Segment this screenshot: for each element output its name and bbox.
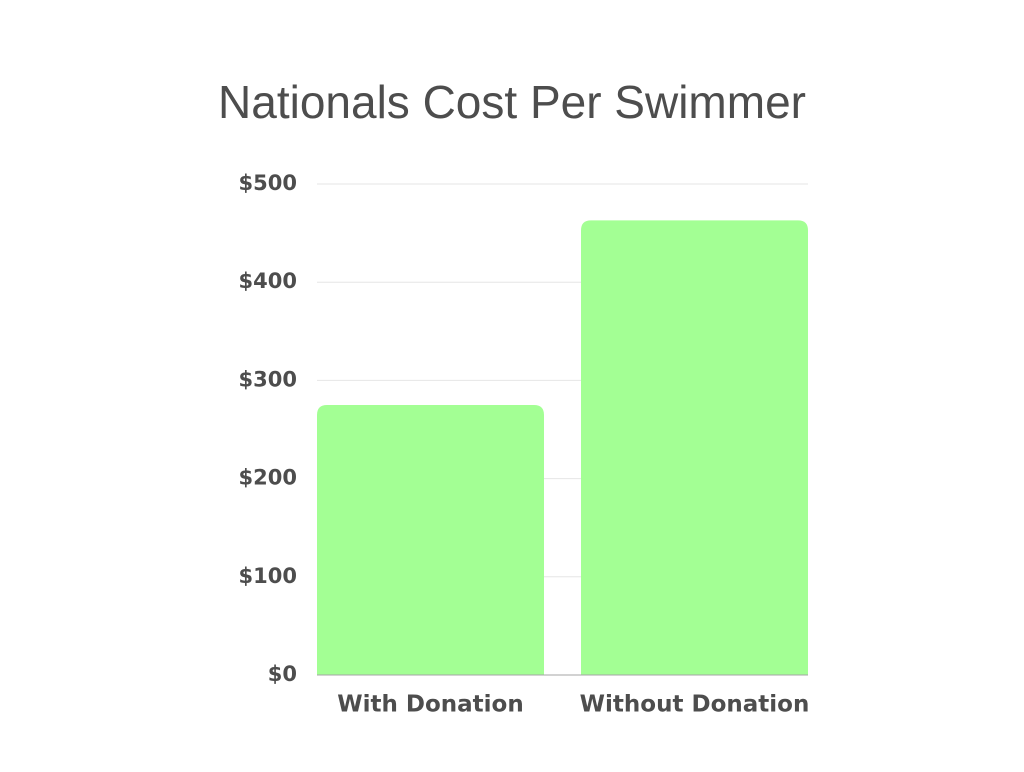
bar	[317, 404, 544, 675]
x-tick-label: With Donation	[337, 692, 523, 718]
y-tick-label: $400	[239, 269, 297, 293]
y-tick-label: $300	[239, 367, 297, 391]
y-tick-label: $500	[239, 171, 297, 195]
x-tick-label: Without Donation	[580, 692, 810, 718]
chart-title: Nationals Cost Per Swimmer	[218, 76, 806, 128]
bar	[581, 220, 808, 676]
y-tick-label: $0	[268, 662, 297, 686]
y-tick-label: $100	[239, 564, 297, 588]
y-tick-label: $200	[239, 466, 297, 490]
